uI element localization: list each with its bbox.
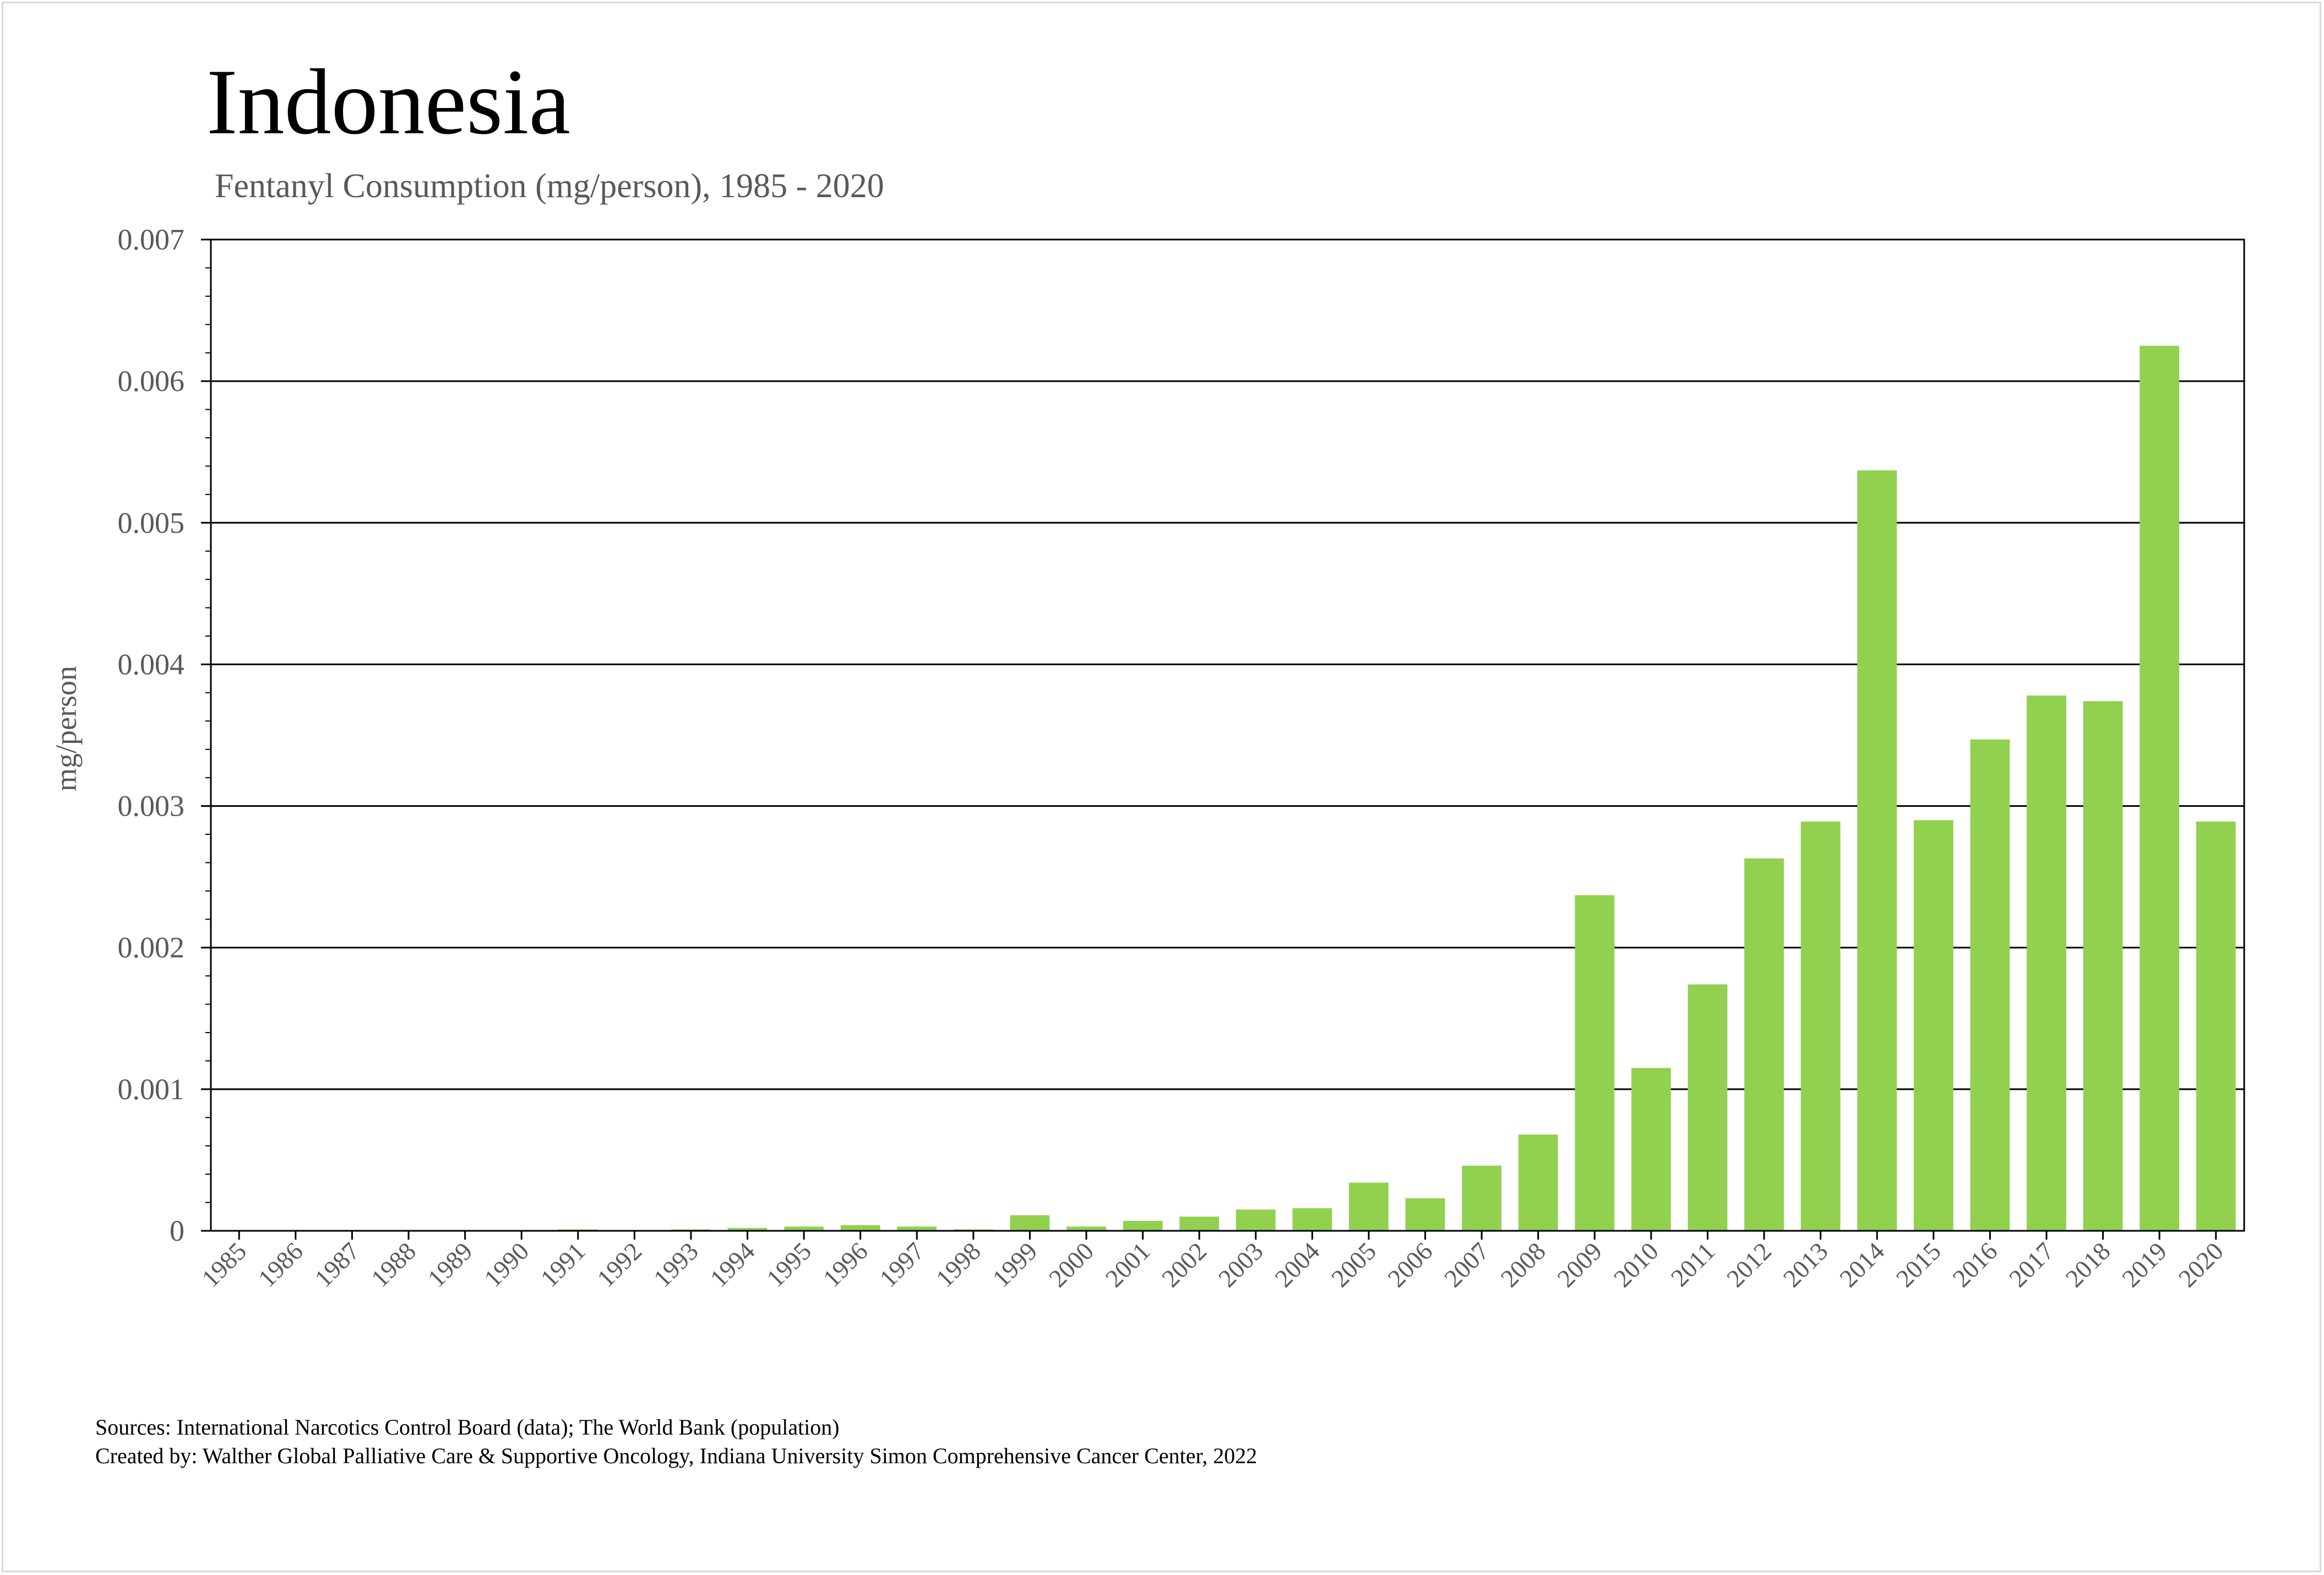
bar <box>2140 345 2180 1231</box>
x-tick-label: 2012 <box>1721 1237 1777 1292</box>
x-tick-label: 2007 <box>1439 1237 1494 1292</box>
x-tick-label: 2004 <box>1269 1237 1325 1292</box>
bar <box>1800 821 1841 1231</box>
x-tick-label: 1994 <box>704 1237 760 1292</box>
y-tick-label: 0.001 <box>118 1073 185 1106</box>
x-tick-label: 2003 <box>1213 1237 1269 1292</box>
bar <box>1010 1215 1050 1231</box>
sources-note: Sources: International Narcotics Control… <box>95 1415 840 1440</box>
x-tick-label: 1998 <box>930 1237 986 1292</box>
x-tick-label: 1987 <box>309 1237 364 1292</box>
bar <box>1123 1221 1163 1231</box>
x-tick-label: 2001 <box>1100 1237 1156 1292</box>
x-tick-label: 2016 <box>1947 1237 2002 1292</box>
x-tick-label: 2015 <box>1891 1237 1946 1292</box>
x-tick-label: 1985 <box>196 1237 252 1292</box>
x-tick-label: 1988 <box>366 1237 421 1292</box>
x-tick-label: 1986 <box>253 1237 308 1292</box>
bar <box>1179 1216 1220 1231</box>
gridlines <box>211 380 2244 1090</box>
bar <box>840 1225 880 1231</box>
x-tick-label: 2006 <box>1382 1237 1438 1292</box>
x-tick-label: 1996 <box>818 1237 873 1292</box>
bar <box>1405 1198 1445 1231</box>
y-tick-label: 0.004 <box>118 648 185 681</box>
x-tick-label: 2005 <box>1326 1237 1381 1292</box>
bar <box>1631 1068 1671 1231</box>
x-tick-label: 2019 <box>2116 1237 2172 1292</box>
y-tick-label: 0.007 <box>118 223 185 256</box>
bar <box>1688 984 1728 1231</box>
x-tick-label: 1999 <box>987 1237 1042 1292</box>
y-tick-label: 0.003 <box>118 790 185 823</box>
x-tick-label: 1991 <box>535 1237 591 1292</box>
bar <box>1857 470 1897 1231</box>
bar <box>784 1226 824 1231</box>
x-tick-label: 1992 <box>591 1237 647 1292</box>
x-tick-label: 1997 <box>874 1237 929 1292</box>
x-tick-label: 2014 <box>1834 1237 1890 1292</box>
chart-title: Indonesia <box>206 50 570 154</box>
x-tick-label: 2013 <box>1778 1237 1833 1292</box>
bar <box>1518 1134 1558 1231</box>
x-tick-label: 1995 <box>761 1237 817 1292</box>
x-tick-label: 2011 <box>1666 1237 1721 1292</box>
x-tick-label: 2018 <box>2060 1237 2115 1292</box>
bar <box>897 1226 937 1231</box>
bar <box>1066 1226 1106 1231</box>
x-tick-label: 2008 <box>1495 1237 1551 1292</box>
bar <box>1913 820 1953 1231</box>
y-tick-labels: 0 0.001 0.002 0.003 0.004 0.005 0.006 0.007 <box>118 223 185 1247</box>
y-tick-label: 0.002 <box>118 931 185 964</box>
plot-border <box>210 238 2245 1232</box>
x-tick-label: 2000 <box>1043 1237 1099 1292</box>
x-tick-label: 1989 <box>422 1237 478 1292</box>
x-tick-label: 2009 <box>1552 1237 1607 1292</box>
y-tick-label: 0.005 <box>118 506 185 539</box>
created-by-note: Created by: Walther Global Palliative Ca… <box>95 1443 1257 1468</box>
bar <box>2083 701 2123 1231</box>
x-tick-label: 2010 <box>1608 1237 1664 1292</box>
y-axis-label: mg/person <box>50 666 83 791</box>
bars <box>558 345 2236 1231</box>
y-tick-label: 0.006 <box>118 365 185 398</box>
axes <box>201 238 2245 1240</box>
x-tick-label: 2002 <box>1156 1237 1212 1292</box>
x-tick-label: 2017 <box>2004 1237 2059 1292</box>
x-tick-labels: 1985 1986 1987 1988 1989 1990 1991 1992 1993 1994… <box>196 1237 2229 1292</box>
bar <box>1349 1182 1389 1231</box>
bar <box>2196 821 2236 1231</box>
bar <box>1744 858 1784 1231</box>
bar <box>727 1228 768 1231</box>
bar <box>1292 1208 1332 1231</box>
chart-subtitle: Fentanyl Consumption (mg/person), 1985 -… <box>215 167 884 205</box>
bar <box>1970 739 2010 1231</box>
bar <box>1575 895 1615 1231</box>
bar <box>1236 1209 1276 1231</box>
x-tick-label: 2020 <box>2173 1237 2229 1292</box>
x-tick-label: 1993 <box>648 1237 704 1292</box>
bar <box>1462 1165 1502 1231</box>
y-tick-label: 0 <box>170 1214 184 1247</box>
x-tick-label: 1990 <box>478 1237 534 1292</box>
bar <box>2027 696 2066 1231</box>
